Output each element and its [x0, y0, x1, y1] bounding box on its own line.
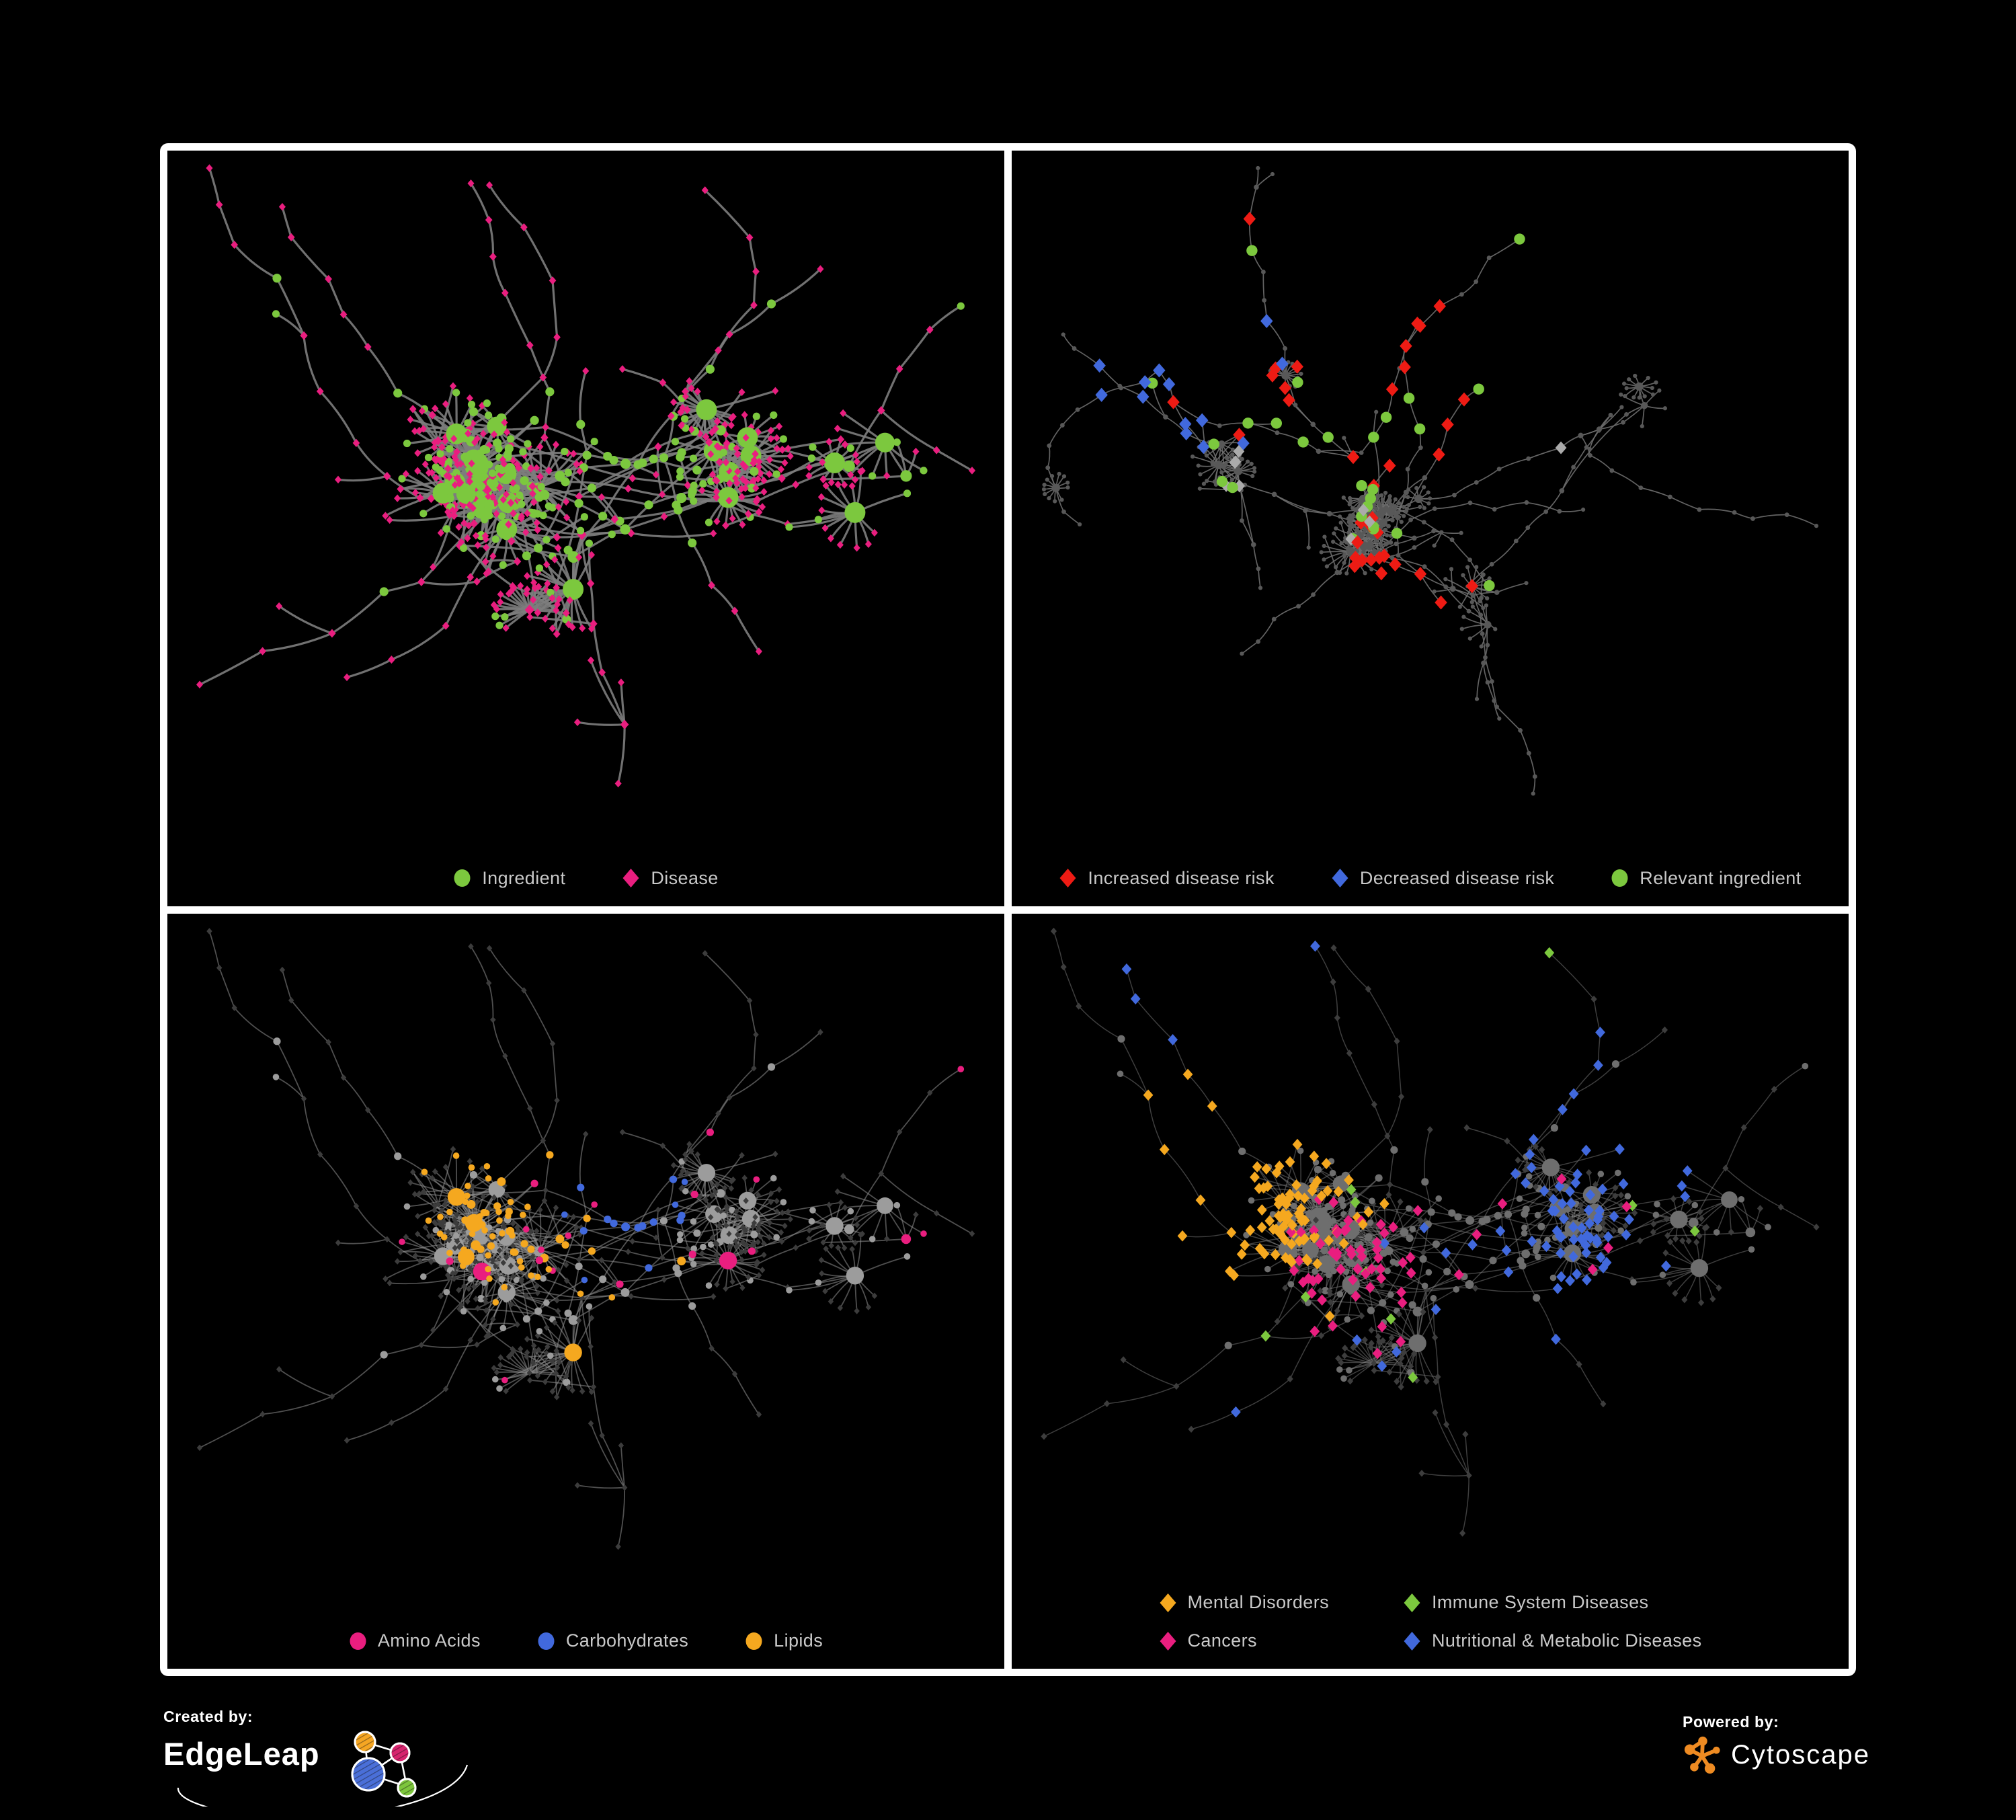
- legend-label: Cancers: [1187, 1630, 1257, 1651]
- legend-swatch-diamond-icon: [1404, 1593, 1420, 1612]
- legend-swatch-circle-icon: [350, 1632, 366, 1650]
- created-by-block: Created by:: [163, 1708, 499, 1809]
- legend-item: Nutritional & Metabolic Diseases: [1403, 1630, 1701, 1651]
- legend-swatch-diamond-icon: [1059, 869, 1076, 887]
- legend-swatch-circle-icon: [454, 869, 471, 887]
- legend-item: Lipids: [745, 1630, 823, 1651]
- legend-item: Increased disease risk: [1059, 868, 1274, 889]
- legend-label: Lipids: [774, 1630, 823, 1651]
- legend-swatch-circle-icon: [1611, 869, 1628, 887]
- cytoscape-brand-row: Cytoscape: [1683, 1735, 1870, 1774]
- network-graph-disease-category: [1041, 927, 1820, 1537]
- legend-swatch-circle-icon: [538, 1632, 555, 1650]
- powered-by-label: Powered by:: [1683, 1713, 1779, 1731]
- panel-grid: Ingredient Disease Increased disease risk…: [160, 143, 1856, 1676]
- panel-disease-category: Mental Disorders Immune System Diseases Ca…: [1012, 913, 1849, 1669]
- cytoscape-wordmark: Cytoscape: [1731, 1739, 1870, 1770]
- legend-label: Amino Acids: [377, 1630, 481, 1651]
- powered-by-block: Powered by:: [1683, 1713, 1870, 1774]
- legend-swatch-diamond-icon: [1332, 869, 1348, 887]
- legend-nutrient-class: Amino Acids Carbohydrates Lipids: [167, 1630, 1004, 1651]
- legend-item: Carbohydrates: [537, 1630, 688, 1651]
- edgeleap-logo-icon: [177, 1731, 469, 1807]
- legend-label: Immune System Diseases: [1432, 1592, 1649, 1612]
- network-graph-ingredient-disease: [196, 164, 976, 788]
- legend-item: Disease: [622, 868, 718, 889]
- legend-label: Mental Disorders: [1187, 1592, 1329, 1612]
- legend-label: Carbohydrates: [565, 1630, 689, 1651]
- network-graph-disease-risk: [1041, 165, 1819, 796]
- legend-label: Increased disease risk: [1088, 867, 1275, 888]
- legend-item: Decreased disease risk: [1331, 868, 1554, 889]
- legend-item: Cancers: [1159, 1630, 1329, 1651]
- panel-nutrient-class: Amino Acids Carbohydrates Lipids: [167, 913, 1004, 1669]
- panel-ingredient-disease: Ingredient Disease: [167, 151, 1004, 906]
- cytoscape-logo-icon: [1684, 1736, 1720, 1774]
- legend-item: Relevant ingredient: [1611, 868, 1801, 889]
- legend-label: Ingredient: [482, 867, 566, 888]
- legend-item: Mental Disorders: [1159, 1592, 1329, 1613]
- legend-swatch-circle-icon: [745, 1632, 762, 1650]
- legend-label: Decreased disease risk: [1359, 867, 1555, 888]
- network-graph-nutrient-class: [196, 927, 975, 1550]
- edgeleap-brand-row: EdgeLeap: [163, 1726, 499, 1807]
- legend-disease-category: Mental Disorders Immune System Diseases Ca…: [1012, 1592, 1849, 1651]
- edgeleap-wordmark: EdgeLeap: [163, 1736, 320, 1772]
- legend-ingredient-disease: Ingredient Disease: [167, 868, 1004, 889]
- legend-label: Disease: [651, 867, 719, 888]
- legend-swatch-diamond-icon: [1404, 1631, 1420, 1651]
- legend-swatch-diamond-icon: [1160, 1593, 1176, 1612]
- legend-item: Ingredient: [453, 868, 565, 889]
- legend-swatch-diamond-icon: [1160, 1631, 1176, 1651]
- legend-item: Amino Acids: [349, 1630, 481, 1651]
- legend-label: Nutritional & Metabolic Diseases: [1432, 1630, 1702, 1651]
- panel-disease-risk: Increased disease risk Decreased disease …: [1012, 151, 1849, 906]
- created-by-label: Created by:: [163, 1708, 253, 1725]
- legend-disease-risk: Increased disease risk Decreased disease …: [1012, 868, 1849, 889]
- legend-swatch-diamond-icon: [622, 869, 639, 887]
- legend-label: Relevant ingredient: [1640, 867, 1802, 888]
- legend-item: Immune System Diseases: [1403, 1592, 1701, 1613]
